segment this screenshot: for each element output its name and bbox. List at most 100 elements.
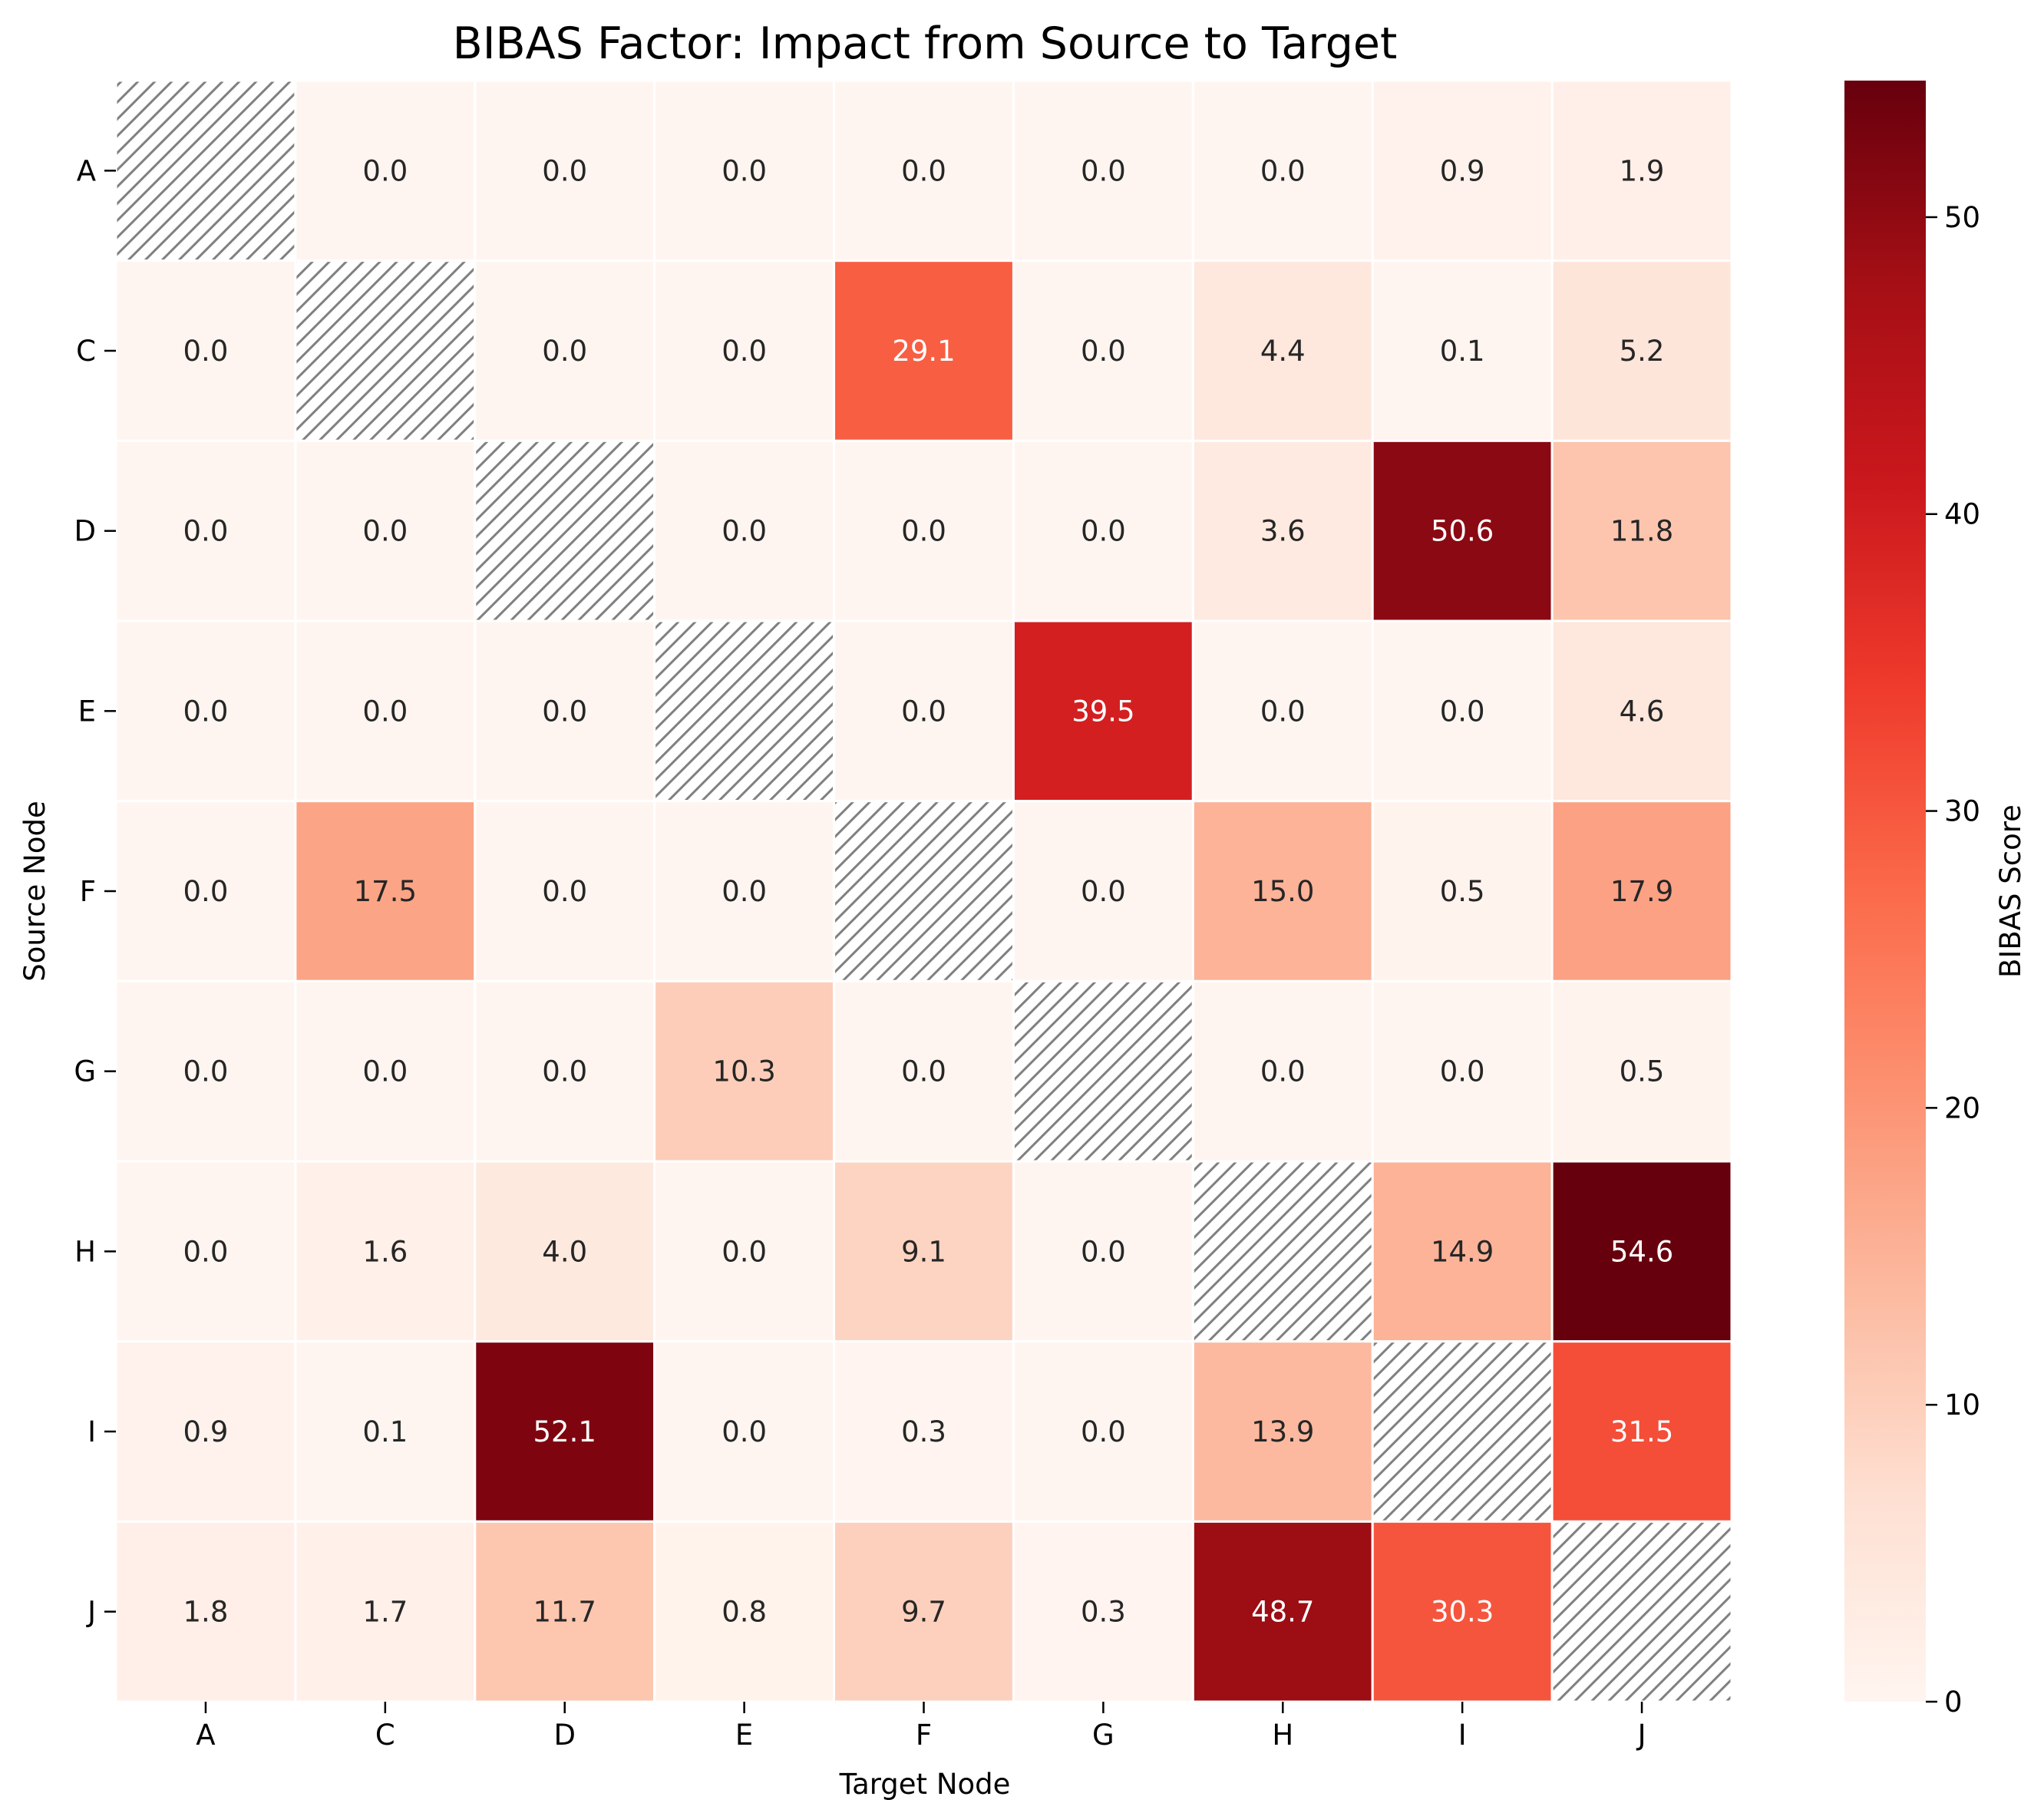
heatmap-cell <box>1012 1160 1194 1343</box>
colorbar-tick-label: 40 <box>1944 498 1980 531</box>
heatmap-cell-label: 0.0 <box>1081 335 1126 368</box>
heatmap-cell <box>833 979 1015 1163</box>
x-tick-label: D <box>553 1719 576 1752</box>
heatmap-cell <box>474 259 656 442</box>
heatmap-cell-label: 0.0 <box>183 1055 229 1088</box>
heatmap-cell <box>294 79 477 263</box>
heatmap-cell-label: 54.6 <box>1610 1235 1673 1268</box>
heatmap-cell-label: 1.7 <box>362 1596 408 1629</box>
heatmap-cell <box>1012 1520 1194 1703</box>
heatmap-cell-label: 0.5 <box>1620 1055 1665 1088</box>
heatmap-cell <box>1371 1520 1554 1703</box>
heatmap-cell <box>1550 259 1733 442</box>
heatmap-cell <box>653 800 836 982</box>
heatmap-cell-label: 9.1 <box>901 1235 946 1268</box>
heatmap-cell-diagonal <box>294 259 477 442</box>
heatmap-cell-label: 0.9 <box>1440 154 1485 187</box>
heatmap-cell-label: 48.7 <box>1251 1596 1314 1629</box>
y-tick-label: C <box>76 335 96 368</box>
heatmap-cell-label: 0.0 <box>542 1055 587 1088</box>
x-tick-label: J <box>1636 1719 1646 1752</box>
x-tick-label: A <box>196 1719 215 1752</box>
heatmap-cell <box>833 619 1015 803</box>
heatmap-cell <box>833 1340 1015 1523</box>
heatmap-cell <box>1191 439 1374 622</box>
heatmap-cell <box>474 79 656 263</box>
heatmap-cell-label: 0.0 <box>1081 515 1126 548</box>
heatmap-cell-label: 0.3 <box>901 1415 946 1448</box>
heatmap-cell <box>1012 800 1194 982</box>
heatmap-cell <box>1550 1160 1733 1343</box>
colorbar-tick-label: 20 <box>1944 1091 1980 1124</box>
chart-title: BIBAS Factor: Impact from Source to Targ… <box>453 18 1398 69</box>
heatmap-cell <box>1191 979 1374 1163</box>
heatmap-cell <box>1371 800 1554 982</box>
heatmap-cell <box>474 979 656 1163</box>
heatmap-cell-label: 4.0 <box>542 1235 587 1268</box>
heatmap-cell <box>1012 79 1194 263</box>
heatmap-cell-label: 10.3 <box>712 1055 775 1088</box>
heatmap-cell-label: 13.9 <box>1251 1415 1314 1448</box>
heatmap-cell-label: 0.0 <box>362 515 408 548</box>
heatmap-cell <box>114 619 297 803</box>
heatmap-cell-label: 0.0 <box>1440 695 1485 728</box>
colorbar-label: BIBAS Score <box>1994 804 2027 978</box>
heatmap-cell-label: 15.0 <box>1251 875 1314 908</box>
heatmap-cell-label: 0.0 <box>1081 875 1126 908</box>
heatmap-cell-label: 0.0 <box>542 154 587 187</box>
heatmap-cell-label: 0.0 <box>542 695 587 728</box>
heatmap-cell <box>1012 619 1194 803</box>
y-tick-label: D <box>74 515 97 548</box>
heatmap-cell-label: 17.5 <box>354 875 417 908</box>
heatmap-cell-label: 5.2 <box>1620 335 1665 368</box>
heatmap-cell-label: 0.0 <box>362 1055 408 1088</box>
heatmap-cell-label: 0.0 <box>183 695 229 728</box>
heatmap-cell <box>1191 259 1374 442</box>
heatmap-cell-label: 0.0 <box>183 875 229 908</box>
heatmap-cell-label: 0.1 <box>1440 335 1485 368</box>
heatmap-cell-label: 39.5 <box>1072 695 1134 728</box>
heatmap-cell-label: 0.0 <box>1260 1055 1306 1088</box>
heatmap-cell <box>1550 439 1733 622</box>
heatmap-cell-label: 1.6 <box>362 1235 408 1268</box>
heatmap-cell-diagonal <box>474 439 656 622</box>
heatmap-cell-label: 11.8 <box>1610 515 1673 548</box>
heatmap-cell-label: 3.6 <box>1260 515 1306 548</box>
heatmap-cell-label: 4.6 <box>1620 695 1665 728</box>
heatmap-cell-diagonal <box>114 79 297 263</box>
heatmap-cell <box>1371 1160 1554 1343</box>
heatmap-cell <box>1371 439 1554 622</box>
heatmap-cell-label: 0.0 <box>183 1235 229 1268</box>
x-tick-label: H <box>1272 1719 1293 1752</box>
heatmap-cell-label: 29.1 <box>892 335 955 368</box>
heatmap-cell <box>833 1520 1015 1703</box>
heatmap-cell <box>294 979 477 1163</box>
heatmap-cell-label: 0.0 <box>542 875 587 908</box>
heatmap-cell <box>474 800 656 982</box>
heatmap-cell <box>1550 800 1733 982</box>
heatmap-cell-diagonal <box>1550 1520 1733 1703</box>
y-tick-label: H <box>74 1235 96 1268</box>
y-tick-label: J <box>86 1596 96 1629</box>
x-tick-label: E <box>735 1719 753 1752</box>
heatmap-cell-label: 0.8 <box>722 1596 767 1629</box>
heatmap-cell-label: 9.7 <box>901 1596 946 1629</box>
heatmap-cell <box>833 79 1015 263</box>
heatmap-cell-label: 0.5 <box>1440 875 1485 908</box>
colorbar-gradient <box>1844 81 1926 1702</box>
heatmap-cell-label: 0.0 <box>1081 1415 1126 1448</box>
heatmap-cell-label: 0.0 <box>1260 154 1306 187</box>
heatmap-cell-label: 0.0 <box>183 335 229 368</box>
heatmap-cell-label: 1.9 <box>1620 154 1665 187</box>
colorbar-ticks: 0 10 20 30 40 50 <box>1926 201 1980 1719</box>
heatmap-cell <box>294 439 477 622</box>
heatmap-cell <box>1371 979 1554 1163</box>
heatmap-cell-label: 52.1 <box>533 1415 596 1448</box>
heatmap-cell <box>1191 79 1374 263</box>
heatmap-cell-label: 0.1 <box>362 1415 408 1448</box>
heatmap-cell-label: 1.8 <box>183 1596 229 1629</box>
heatmap-cell-label: 0.0 <box>722 875 767 908</box>
y-tick-label: G <box>74 1055 96 1088</box>
heatmap-cell-label: 0.0 <box>542 335 587 368</box>
